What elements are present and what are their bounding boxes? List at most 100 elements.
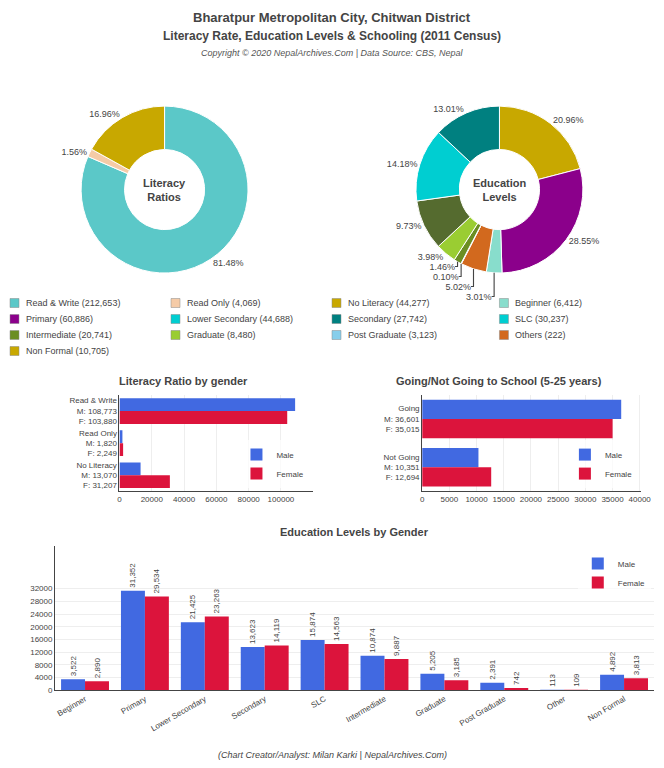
svg-text:Female: Female: [618, 579, 645, 588]
svg-text:14.18%: 14.18%: [387, 159, 418, 169]
svg-text:Lower Secondary: Lower Secondary: [149, 694, 207, 733]
svg-text:20000: 20000: [141, 495, 164, 504]
svg-text:3,813: 3,813: [632, 655, 641, 676]
svg-text:No LiteracyM: 13,070F: 31,207: No LiteracyM: 13,070F: 31,207: [76, 461, 117, 491]
svg-text:28.55%: 28.55%: [569, 236, 600, 246]
svg-text:0.10%: 0.10%: [433, 272, 459, 282]
svg-text:81.48%: 81.48%: [213, 258, 244, 268]
svg-text:9,887: 9,887: [392, 635, 401, 656]
svg-text:2,890: 2,890: [93, 658, 102, 679]
svg-text:Female: Female: [276, 470, 303, 479]
svg-text:Male: Male: [618, 560, 636, 569]
svg-text:1.46%: 1.46%: [430, 262, 456, 272]
svg-text:Literacy Ratio by gender: Literacy Ratio by gender: [119, 375, 248, 387]
svg-text:(Chart Creator/Analyst: Milan: (Chart Creator/Analyst: Milan Karki | Ne…: [218, 750, 447, 760]
svg-text:Graduate: Graduate: [414, 694, 448, 719]
svg-text:LiteracyRatios: LiteracyRatios: [143, 177, 186, 203]
svg-text:30000: 30000: [574, 495, 597, 504]
svg-text:No Literacy (44,277): No Literacy (44,277): [348, 298, 430, 308]
svg-text:29,534: 29,534: [152, 568, 161, 593]
svg-text:32000: 32000: [30, 584, 53, 593]
svg-text:28000: 28000: [30, 597, 53, 606]
svg-text:Read Only (4,069): Read Only (4,069): [187, 298, 261, 308]
svg-text:SLC: SLC: [310, 694, 328, 710]
svg-text:20000: 20000: [520, 495, 543, 504]
svg-text:Others (222): Others (222): [515, 330, 566, 340]
svg-text:10,874: 10,874: [368, 628, 377, 653]
svg-text:31,352: 31,352: [128, 563, 137, 588]
svg-text:Non Formal: Non Formal: [586, 694, 627, 723]
svg-text:3,185: 3,185: [452, 657, 461, 678]
svg-text:742: 742: [512, 671, 521, 685]
svg-text:10000: 10000: [465, 495, 488, 504]
svg-text:Beginner (6,412): Beginner (6,412): [515, 298, 582, 308]
svg-text:Literacy Rate, Education Level: Literacy Rate, Education Levels & School…: [163, 29, 501, 43]
svg-text:Secondary (27,742): Secondary (27,742): [348, 314, 427, 324]
svg-text:8000: 8000: [35, 661, 53, 670]
svg-text:SLC (30,237): SLC (30,237): [515, 314, 569, 324]
svg-text:0: 0: [420, 495, 425, 504]
svg-text:113: 113: [548, 674, 557, 687]
svg-text:Lower Secondary (44,688): Lower Secondary (44,688): [187, 314, 293, 324]
svg-text:Copyright © 2020 NepalArchives: Copyright © 2020 NepalArchives.Com | Dat…: [201, 48, 464, 58]
svg-text:3,522: 3,522: [69, 656, 78, 677]
svg-text:80000: 80000: [238, 495, 261, 504]
svg-text:5.02%: 5.02%: [445, 282, 471, 292]
svg-text:Primary (60,886): Primary (60,886): [26, 314, 93, 324]
svg-text:20.96%: 20.96%: [553, 115, 584, 125]
svg-text:Graduate (8,480): Graduate (8,480): [187, 330, 256, 340]
svg-text:Read & WriteM: 108,773F: 103,8: Read & WriteM: 108,773F: 103,880: [69, 396, 117, 426]
svg-text:Read & Write (212,653): Read & Write (212,653): [26, 298, 120, 308]
svg-text:Bharatpur Metropolitan City, C: Bharatpur Metropolitan City, Chitwan Dis…: [193, 10, 471, 25]
svg-text:Not GoingM: 10,351F: 12,694: Not GoingM: 10,351F: 12,694: [384, 453, 421, 483]
svg-text:GoingM: 36,601F: 35,015: GoingM: 36,601F: 35,015: [384, 404, 420, 434]
svg-text:Education Levels by Gender: Education Levels by Gender: [280, 526, 429, 538]
svg-text:Female: Female: [605, 470, 632, 479]
svg-text:109: 109: [572, 673, 581, 687]
svg-text:14,563: 14,563: [332, 616, 341, 641]
svg-text:Read OnlyM: 1,820F: 2,249: Read OnlyM: 1,820F: 2,249: [79, 429, 117, 459]
svg-text:23,263: 23,263: [212, 588, 221, 613]
svg-text:40000: 40000: [173, 495, 196, 504]
svg-text:25000: 25000: [547, 495, 570, 504]
svg-text:Going/Not Going to School (5-2: Going/Not Going to School (5-25 years): [396, 375, 602, 387]
svg-text:16.96%: 16.96%: [89, 109, 120, 119]
svg-text:2,391: 2,391: [488, 659, 497, 680]
svg-text:EducationLevels: EducationLevels: [473, 177, 526, 203]
svg-text:13.01%: 13.01%: [433, 104, 464, 114]
svg-text:0: 0: [117, 495, 122, 504]
svg-text:100000: 100000: [268, 495, 295, 504]
svg-text:Beginner: Beginner: [56, 694, 89, 718]
svg-text:60000: 60000: [205, 495, 228, 504]
svg-text:Male: Male: [276, 451, 294, 460]
svg-text:Intermediate (20,741): Intermediate (20,741): [26, 330, 112, 340]
svg-text:Male: Male: [605, 451, 623, 460]
svg-text:35000: 35000: [601, 495, 624, 504]
svg-text:Other: Other: [545, 694, 567, 712]
svg-text:5000: 5000: [440, 495, 458, 504]
svg-text:16000: 16000: [30, 635, 53, 644]
svg-text:13,623: 13,623: [248, 619, 257, 644]
svg-text:1.56%: 1.56%: [62, 147, 88, 157]
svg-text:Intermediate: Intermediate: [344, 694, 387, 724]
svg-text:Secondary: Secondary: [230, 694, 268, 721]
svg-text:15,874: 15,874: [308, 612, 317, 637]
svg-text:4,892: 4,892: [608, 651, 617, 672]
svg-text:9.73%: 9.73%: [396, 221, 422, 231]
svg-text:Primary: Primary: [120, 694, 148, 716]
svg-text:Post Graduate: Post Graduate: [458, 694, 508, 728]
svg-text:15000: 15000: [493, 495, 516, 504]
svg-text:21,425: 21,425: [188, 594, 197, 619]
svg-text:40000: 40000: [629, 495, 652, 504]
svg-text:Non Formal (10,705): Non Formal (10,705): [26, 346, 109, 356]
svg-text:20000: 20000: [30, 623, 53, 632]
svg-text:24000: 24000: [30, 610, 53, 619]
svg-text:4000: 4000: [35, 673, 53, 682]
svg-text:14,119: 14,119: [272, 618, 281, 642]
svg-text:5,205: 5,205: [428, 650, 437, 671]
svg-text:Post Graduate (3,123): Post Graduate (3,123): [348, 330, 437, 340]
svg-text:0: 0: [48, 686, 53, 695]
svg-text:12000: 12000: [30, 648, 53, 657]
svg-text:3.01%: 3.01%: [466, 292, 492, 302]
svg-text:3.98%: 3.98%: [418, 252, 444, 262]
